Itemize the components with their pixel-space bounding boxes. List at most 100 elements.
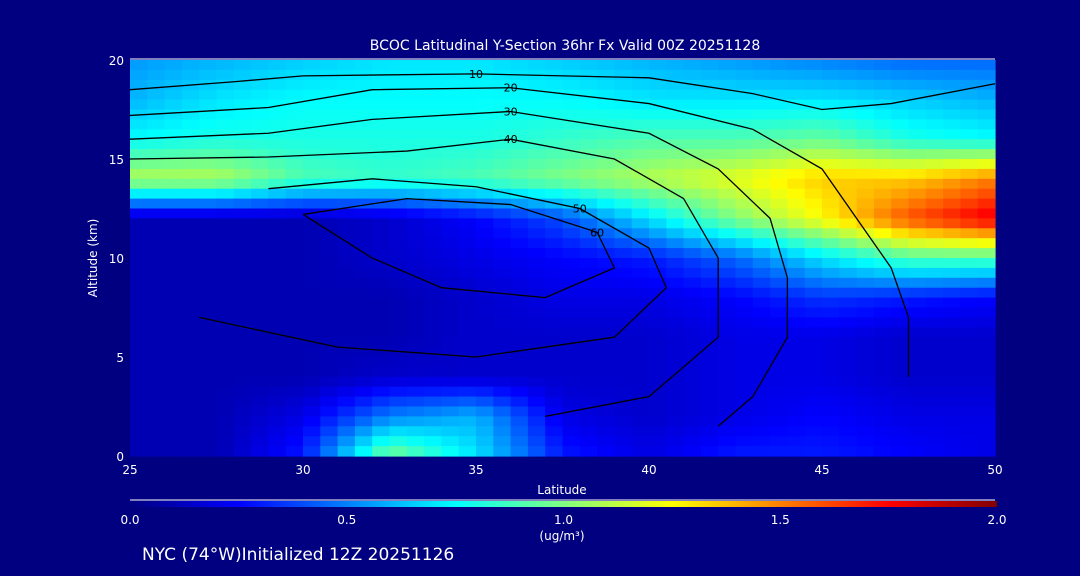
heatmap-cell — [683, 139, 702, 150]
heatmap-cell — [562, 228, 581, 239]
heatmap-cell — [458, 307, 477, 318]
heatmap-cell — [908, 69, 927, 81]
heatmap-cell — [700, 149, 719, 160]
heatmap-cell — [268, 446, 287, 457]
heatmap-cell — [233, 79, 252, 91]
heatmap-cell — [770, 208, 788, 219]
heatmap-cell — [199, 168, 218, 180]
heatmap-cell — [614, 406, 633, 417]
heatmap-cell — [510, 89, 529, 101]
heatmap-cell — [354, 178, 373, 190]
heatmap-cell — [493, 317, 512, 328]
heatmap-cell — [527, 178, 546, 190]
heatmap-cell — [164, 376, 183, 388]
heatmap-cell — [510, 366, 529, 378]
heatmap-cell — [908, 347, 927, 358]
heatmap-cell — [493, 119, 512, 130]
heatmap-cell — [562, 109, 581, 120]
heatmap-cell — [199, 446, 218, 457]
heatmap-cell — [130, 99, 148, 111]
heatmap-cell — [960, 99, 979, 111]
heatmap-cell — [406, 426, 425, 437]
heatmap-cell — [181, 307, 200, 318]
heatmap-cell — [233, 198, 252, 210]
heatmap-cell — [597, 386, 615, 398]
heatmap-cell — [458, 297, 477, 309]
heatmap-cell — [268, 337, 287, 348]
heatmap-cell — [424, 149, 442, 160]
heatmap-cell — [579, 60, 598, 71]
heatmap-cell — [614, 267, 633, 279]
heatmap-cell — [320, 446, 339, 457]
heatmap-cell — [839, 168, 858, 180]
heatmap-cell — [441, 307, 460, 318]
heatmap-cell — [268, 426, 287, 437]
heatmap-cell — [233, 258, 252, 269]
heatmap-cell — [545, 396, 564, 408]
heatmap-cell — [303, 79, 321, 91]
heatmap-cell — [839, 119, 858, 130]
heatmap-cell — [873, 60, 892, 71]
heatmap-cell — [752, 188, 771, 200]
heatmap-cell — [251, 149, 269, 160]
heatmap-cell — [354, 297, 373, 309]
heatmap-cell — [424, 337, 442, 348]
heatmap-cell — [597, 228, 615, 239]
heatmap-cell — [372, 178, 391, 190]
heatmap-cell — [822, 228, 840, 239]
heatmap-cell — [943, 168, 961, 180]
heatmap-cell — [493, 228, 512, 239]
heatmap-cell — [873, 376, 892, 388]
heatmap-cell — [752, 159, 771, 170]
heatmap-cell — [216, 426, 235, 437]
heatmap-cell — [822, 307, 840, 318]
heatmap-cell — [476, 149, 494, 160]
heatmap-cell — [908, 357, 927, 368]
heatmap-cell — [718, 376, 737, 388]
heatmap-cell — [977, 297, 996, 309]
heatmap-cell — [372, 248, 391, 259]
heatmap-cell — [752, 198, 771, 210]
heatmap-cell — [597, 446, 615, 457]
heatmap-cell — [718, 357, 737, 368]
heatmap-cell — [147, 337, 166, 348]
heatmap-cell — [908, 307, 927, 318]
heatmap-cell — [268, 228, 287, 239]
heatmap-cell — [164, 89, 183, 101]
heatmap-cell — [770, 297, 788, 309]
heatmap-cell — [303, 238, 321, 249]
heatmap-cell — [614, 218, 633, 229]
heatmap-cell — [822, 89, 840, 101]
heatmap-cell — [683, 129, 702, 140]
heatmap-cell — [268, 178, 287, 190]
heatmap-cell — [216, 267, 235, 279]
heatmap-cell — [147, 139, 166, 150]
heatmap-cell — [856, 267, 875, 279]
heatmap-cell — [216, 297, 235, 309]
heatmap-cell — [285, 258, 304, 269]
heatmap-cell — [700, 307, 719, 318]
heatmap-cell — [493, 406, 512, 417]
heatmap-cell — [389, 139, 408, 150]
heatmap-cell — [856, 277, 875, 289]
heatmap-cell — [458, 168, 477, 180]
heatmap-cell — [441, 248, 460, 259]
heatmap-cell — [787, 129, 806, 140]
heatmap-cell — [406, 109, 425, 120]
heatmap-cell — [683, 119, 702, 130]
heatmap-cell — [735, 238, 754, 249]
heatmap-cell — [424, 119, 442, 130]
heatmap-cell — [268, 238, 287, 249]
heatmap-cell — [303, 376, 321, 388]
heatmap-cell — [631, 347, 650, 358]
heatmap-cell — [476, 436, 494, 447]
heatmap-cell — [562, 287, 581, 299]
heatmap-cell — [839, 89, 858, 101]
heatmap-cell — [839, 149, 858, 160]
heatmap-cell — [631, 287, 650, 299]
heatmap-cell — [476, 248, 494, 259]
heatmap-cell — [164, 357, 183, 368]
heatmap-cell — [718, 238, 737, 249]
heatmap-cell — [389, 396, 408, 408]
heatmap-cell — [839, 99, 858, 111]
